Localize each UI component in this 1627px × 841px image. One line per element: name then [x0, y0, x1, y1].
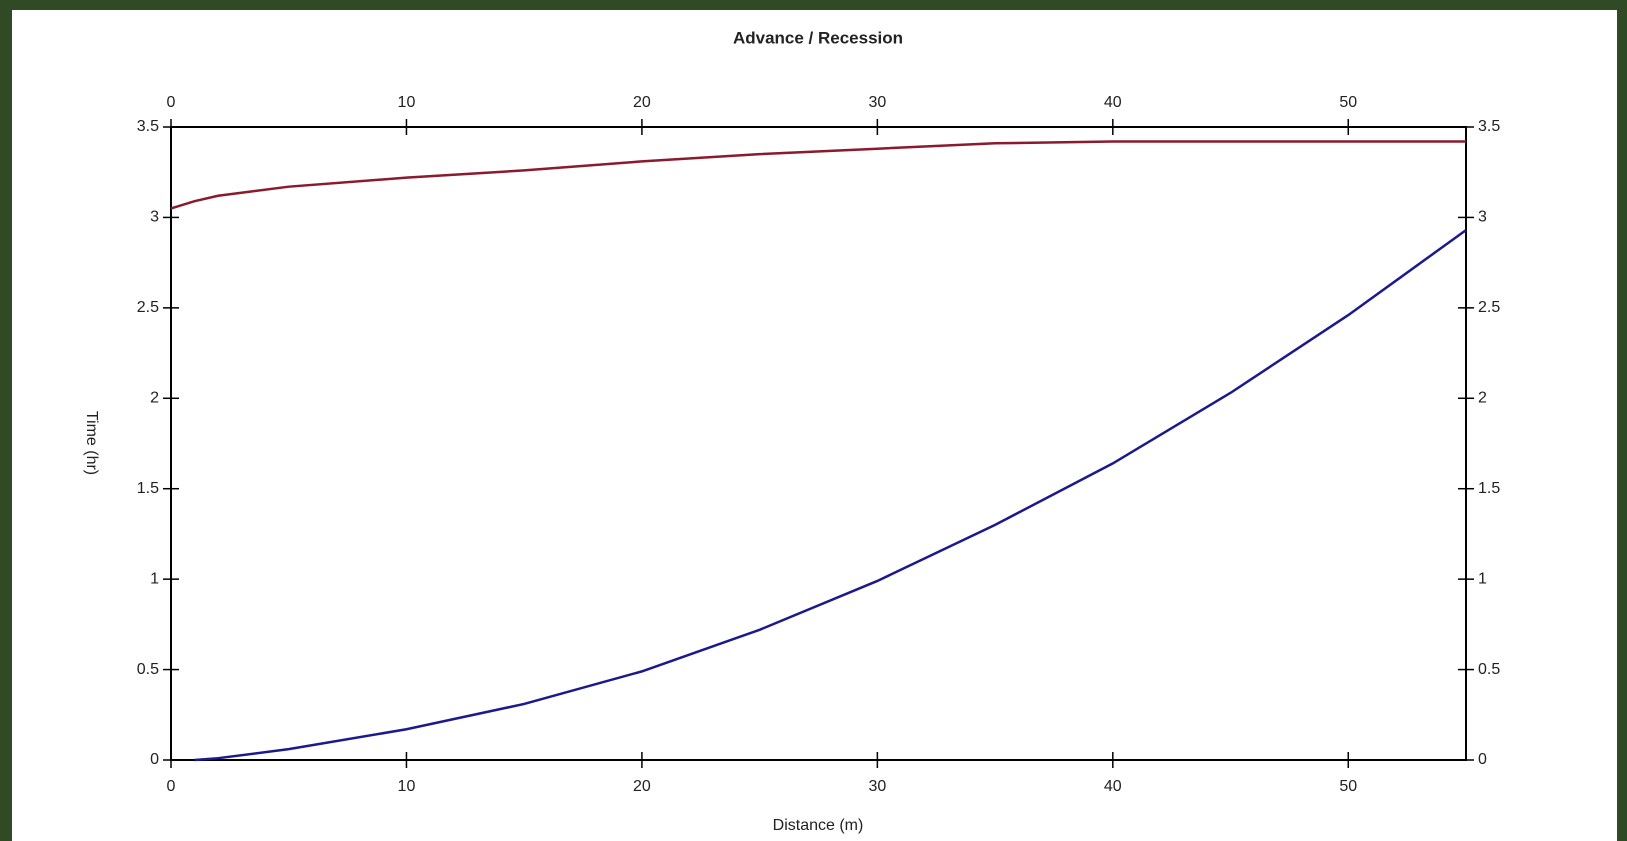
x-tick-label: 10	[398, 778, 416, 795]
x-tick-label: 50	[1339, 778, 1357, 795]
x-tick-label-top: 40	[1104, 94, 1122, 111]
x-tick-label: 20	[633, 778, 651, 795]
y-tick-label-right: 0	[1478, 751, 1487, 768]
y-axis-label: Time (hr)	[83, 411, 100, 475]
y-tick-label-right: 2.5	[1478, 299, 1500, 316]
y-tick-label-right: 0.5	[1478, 661, 1500, 678]
x-tick-label-top: 10	[398, 94, 416, 111]
y-tick-label: 1.5	[137, 480, 159, 497]
chart-panel	[12, 10, 1617, 841]
y-tick-label: 3.5	[137, 118, 159, 135]
y-tick-label-right: 3	[1478, 209, 1487, 226]
x-tick-label-top: 30	[868, 94, 886, 111]
y-tick-label: 2	[150, 390, 159, 407]
y-tick-label-right: 1	[1478, 570, 1487, 587]
x-axis-label: Distance (m)	[773, 817, 864, 834]
y-tick-label-right: 2	[1478, 390, 1487, 407]
y-tick-label: 0	[150, 751, 159, 768]
y-tick-label-right: 1.5	[1478, 480, 1500, 497]
chart: Advance / Recession Distance (m) Time (h…	[0, 0, 1627, 841]
x-tick-label: 0	[167, 778, 176, 795]
chart-title: Advance / Recession	[733, 28, 903, 47]
y-tick-label: 2.5	[137, 299, 159, 316]
x-tick-label-top: 50	[1339, 94, 1357, 111]
y-tick-label: 1	[150, 570, 159, 587]
y-tick-label: 3	[150, 209, 159, 226]
x-tick-label: 40	[1104, 778, 1122, 795]
x-tick-label-top: 20	[633, 94, 651, 111]
y-tick-label-right: 3.5	[1478, 118, 1500, 135]
y-tick-label: 0.5	[137, 661, 159, 678]
x-tick-label-top: 0	[167, 94, 176, 111]
x-tick-label: 30	[868, 778, 886, 795]
